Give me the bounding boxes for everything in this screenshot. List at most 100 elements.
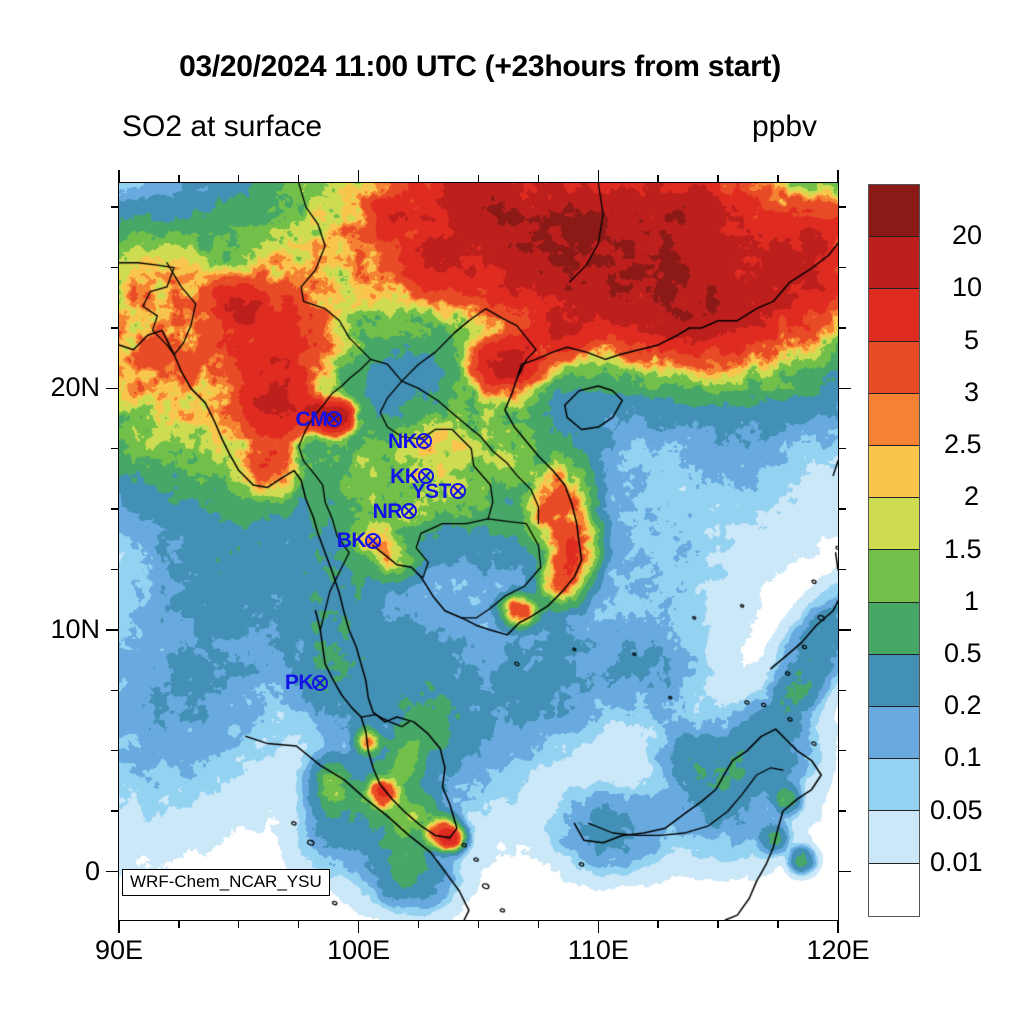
map-plot-area[interactable]	[118, 182, 839, 921]
colorbar-band-13	[869, 863, 919, 916]
city-marker-bk: BK	[336, 529, 382, 553]
y-tick-right-12.5	[838, 568, 846, 571]
city-marker-cm: CM	[296, 408, 343, 430]
colorbar-tick-0.1: 0.1	[944, 742, 982, 773]
city-label-yst: YST	[411, 479, 452, 503]
city-marker-pk: PK	[285, 671, 329, 693]
colorbar[interactable]	[868, 184, 920, 917]
y-tick-right-0	[838, 870, 851, 873]
colorbar-tick-1.5: 1.5	[944, 533, 982, 564]
city-label-bk: BK	[336, 529, 367, 553]
colorbar-band-0	[869, 185, 919, 238]
y-tick-12.5	[111, 568, 119, 571]
x-tick-90	[118, 920, 120, 933]
circle-cross-icon	[400, 503, 417, 520]
x-tick-100	[357, 920, 360, 933]
x-tick-top-105	[477, 175, 480, 183]
colorbar-tick-5: 5	[964, 324, 980, 355]
colorbar-band-2	[869, 289, 919, 342]
model-stamp: WRF-Chem_NCAR_YSU	[122, 869, 330, 896]
y-tick-right-20	[838, 387, 851, 390]
y-tick-right-27.5	[838, 206, 846, 208]
units-label: ppbv	[752, 110, 818, 143]
x-axis-label-90E: 90E	[94, 935, 144, 965]
y-tick-27.5	[111, 206, 119, 208]
y-tick-5	[111, 750, 119, 752]
x-tick-115	[717, 920, 719, 928]
x-tick-top-115	[717, 175, 719, 183]
colorbar-band-10	[869, 707, 919, 760]
x-axis-label-100E: 100E	[327, 935, 391, 965]
circle-cross-icon	[326, 411, 343, 428]
x-tick-top-117.5	[777, 175, 779, 183]
city-label-cm: CM	[295, 407, 328, 431]
colorbar-band-11	[869, 759, 919, 812]
x-tick-top-107.5	[537, 175, 539, 183]
marker-ring	[312, 674, 329, 691]
page-title: 03/20/2024 11:00 UTC (+23hours from star…	[179, 50, 781, 83]
colorbar-band-5	[869, 446, 919, 499]
x-tick-102.5	[417, 920, 420, 928]
x-tick-110	[597, 920, 600, 933]
x-axis-label-120E: 120E	[806, 935, 870, 965]
y-tick-right-22.5	[838, 327, 846, 329]
variable-title: SO2 at surface	[122, 110, 323, 143]
y-tick-right-15	[838, 508, 846, 510]
y-axis-label-20N: 20N	[50, 372, 100, 403]
city-marker-nr: NR	[373, 500, 417, 522]
colorbar-band-1	[869, 237, 919, 290]
colorbar-tick-0.5: 0.5	[944, 637, 982, 668]
colorbar-tick-20: 20	[952, 220, 983, 251]
y-tick-15	[111, 508, 119, 510]
y-tick-right-10	[838, 629, 851, 631]
marker-ring	[400, 503, 417, 520]
colorbar-tick-1: 1	[964, 585, 980, 616]
city-marker-nk: NK	[387, 429, 433, 453]
colorbar-tick-2.5: 2.5	[944, 429, 982, 460]
marker-ring	[416, 433, 433, 450]
y-axis-label-0: 0	[84, 855, 100, 886]
colorbar-band-9	[869, 654, 919, 708]
circle-cross-icon	[449, 483, 466, 500]
x-tick-95	[238, 920, 240, 928]
y-tick-right-17.5	[838, 448, 846, 450]
x-tick-top-90	[118, 170, 120, 183]
y-tick-22.5	[111, 327, 119, 329]
so2-concentration-field	[119, 183, 838, 920]
colorbar-band-4	[869, 393, 919, 447]
y-tick-right-25	[838, 266, 846, 269]
y-tick-25	[111, 266, 119, 269]
x-tick-107.5	[537, 920, 539, 928]
x-tick-top-120	[837, 170, 839, 183]
x-tick-105	[477, 920, 480, 928]
x-tick-top-100	[357, 170, 360, 183]
x-tick-97.5	[297, 920, 300, 928]
y-tick-20	[106, 387, 119, 390]
y-tick-right-7.5	[838, 689, 846, 692]
colorbar-band-7	[869, 550, 919, 603]
marker-ring	[365, 532, 382, 549]
colorbar-tick-0.05: 0.05	[930, 794, 983, 825]
colorbar-tick-10: 10	[952, 272, 983, 303]
x-tick-top-112.5	[657, 175, 659, 183]
city-label-nr: NR	[372, 499, 403, 523]
y-tick-0	[106, 870, 119, 873]
marker-ring	[418, 468, 435, 485]
x-tick-top-97.5	[297, 175, 300, 183]
circle-cross-icon	[418, 468, 435, 485]
x-tick-92.5	[178, 920, 180, 928]
colorbar-band-3	[869, 341, 919, 394]
marker-ring	[449, 483, 466, 500]
colorbar-band-8	[869, 602, 919, 655]
city-label-nk: NK	[387, 429, 418, 453]
colorbar-tick-0.01: 0.01	[930, 846, 983, 877]
city-marker-kk: KK	[390, 464, 435, 488]
city-label-kk: KK	[390, 464, 420, 488]
circle-cross-icon	[416, 433, 433, 450]
y-tick-7.5	[111, 689, 119, 692]
colorbar-band-6	[869, 498, 919, 551]
x-tick-117.5	[777, 920, 779, 928]
x-axis-label-110E: 110E	[567, 935, 629, 965]
y-tick-right-5	[838, 750, 846, 752]
circle-cross-icon	[365, 532, 382, 549]
